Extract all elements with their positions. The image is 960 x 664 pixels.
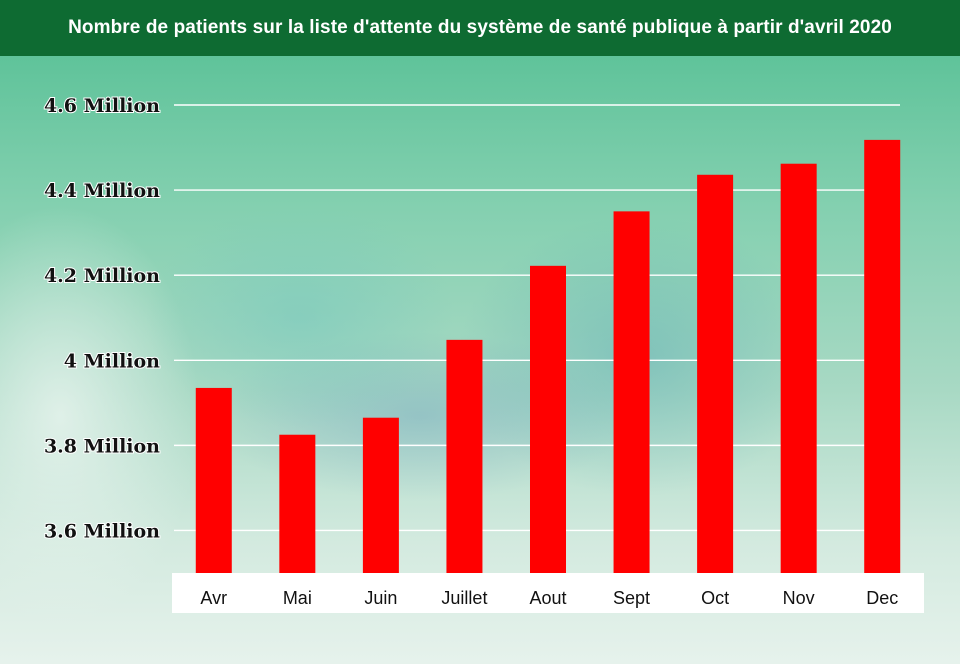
bar-juin — [362, 417, 399, 573]
bars — [195, 139, 901, 574]
x-tick-label: Juin — [364, 588, 397, 608]
y-tick-label: 3.8 Million — [44, 435, 160, 457]
chart-title: Nombre de patients sur la liste d'attent… — [68, 17, 892, 38]
bar-mai — [279, 434, 316, 573]
bar-dec — [864, 139, 901, 573]
bar-nov — [780, 163, 817, 574]
x-axis-band — [172, 573, 924, 613]
x-tick-label: Dec — [866, 588, 898, 608]
chart-title-bar: Nombre de patients sur la liste d'attent… — [0, 0, 960, 56]
x-tick-label: Avr — [200, 588, 227, 608]
y-tick-label: 4.4 Million — [44, 180, 160, 202]
x-tick-label: Nov — [783, 588, 815, 608]
bar-sept — [613, 211, 650, 573]
bar-oct — [697, 174, 734, 574]
x-axis: Avr Mai Juin Juillet Aout Sept Oct Nov Dec — [200, 588, 898, 608]
y-axis: 3.6 Million 3.8 Million 4 Million 4.2 Milli… — [43, 94, 161, 543]
bar-avr — [195, 387, 232, 573]
x-tick-label: Mai — [283, 588, 312, 608]
bar-aout — [530, 265, 566, 573]
y-tick-label: 4 Million — [64, 350, 160, 372]
x-tick-label: Aout — [529, 588, 566, 608]
bar-juillet — [446, 339, 483, 573]
y-tick-label: 4.2 Million — [44, 265, 160, 287]
y-tick-label: 4.6 Million — [44, 95, 160, 117]
y-tick-label: 3.6 Million — [44, 520, 160, 542]
x-tick-label: Oct — [701, 588, 729, 608]
x-tick-label: Sept — [613, 588, 650, 608]
x-tick-label: Juillet — [441, 588, 487, 608]
